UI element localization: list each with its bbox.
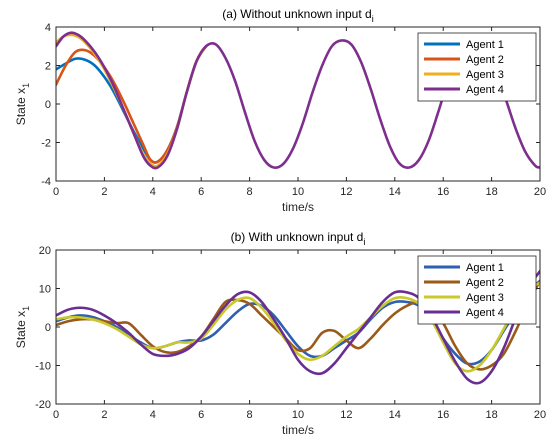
legend-entry: Agent 1 — [466, 262, 504, 274]
chart-title-main: (a) Without unknown input d — [222, 7, 371, 21]
x-tick-label: 4 — [150, 186, 156, 198]
chart-title-sub: i — [363, 237, 365, 247]
y-tick-label: 4 — [45, 22, 51, 34]
legend-entry: Agent 2 — [466, 277, 504, 289]
chart-panel-0: 0 2 4 6 8 10 12 14 16 18 20 -4 -2 0 2 4 (a) Without unkn… — [14, 7, 546, 214]
y-tick-label: 0 — [45, 322, 51, 334]
legend-entry: Agent 4 — [466, 307, 504, 319]
x-tick-label: 2 — [101, 186, 107, 198]
y-tick-label: 20 — [39, 245, 51, 257]
x-tick-label: 4 — [150, 409, 156, 421]
y-tick-label: -2 — [41, 138, 51, 150]
chart-panel-1: 0 2 4 6 8 10 12 14 16 18 20 -20 -10 0 10 20 (b) With unk… — [14, 230, 546, 437]
series-line-agent-2 — [56, 279, 540, 371]
legend: Agent 1 Agent 2 Agent 3 Agent 4 — [417, 32, 537, 102]
x-tick-label: 10 — [292, 409, 304, 421]
y-tick-label: -20 — [35, 399, 51, 411]
x-tick-label: 18 — [485, 186, 497, 198]
x-tick-label: 0 — [53, 186, 59, 198]
series-lines — [56, 269, 540, 385]
x-tick-label: 16 — [437, 186, 449, 198]
x-tick-label: 20 — [534, 409, 546, 421]
y-axis-label-main: State x — [14, 311, 28, 348]
x-tick-label: 14 — [389, 409, 401, 421]
y-tick-label: -10 — [35, 361, 51, 373]
y-axis-label: State x1 — [14, 83, 31, 125]
legend: Agent 1 Agent 2 Agent 3 Agent 4 — [417, 255, 537, 325]
legend-entry: Agent 2 — [466, 54, 504, 66]
x-tick-label: 8 — [247, 186, 253, 198]
x-tick-label: 10 — [292, 186, 304, 198]
y-axis-label: State x1 — [14, 306, 31, 348]
x-tick-label: 6 — [198, 409, 204, 421]
x-tick-label: 18 — [485, 409, 497, 421]
x-tick-label: 16 — [437, 409, 449, 421]
x-tick-label: 0 — [53, 409, 59, 421]
y-axis-label-sub: 1 — [21, 306, 31, 311]
chart-title-main: (b) With unknown input d — [231, 230, 364, 244]
y-tick-label: 10 — [39, 284, 51, 296]
y-axis-label-sub: 1 — [21, 83, 31, 88]
x-tick-label: 14 — [389, 186, 401, 198]
x-axis-label: time/s — [282, 200, 314, 214]
y-axis-label-main: State x — [14, 88, 28, 125]
y-tick-label: 2 — [45, 61, 51, 73]
legend-entry: Agent 4 — [466, 84, 504, 96]
legend-entry: Agent 3 — [466, 69, 504, 81]
chart-title: (b) With unknown input di — [231, 230, 366, 247]
y-tick-label: -4 — [41, 176, 51, 188]
x-tick-label: 8 — [247, 409, 253, 421]
legend-entry: Agent 3 — [466, 292, 504, 304]
chart-title: (a) Without unknown input di — [222, 7, 373, 24]
x-tick-label: 2 — [101, 409, 107, 421]
chart-title-sub: i — [372, 14, 374, 24]
x-axis-label: time/s — [282, 423, 314, 437]
x-tick-label: 12 — [340, 186, 352, 198]
x-tick-label: 20 — [534, 186, 546, 198]
legend-entry: Agent 1 — [466, 39, 504, 51]
x-tick-label: 12 — [340, 409, 352, 421]
x-tick-label: 6 — [198, 186, 204, 198]
series-line-agent-4 — [56, 269, 540, 385]
y-tick-label: 0 — [45, 99, 51, 111]
